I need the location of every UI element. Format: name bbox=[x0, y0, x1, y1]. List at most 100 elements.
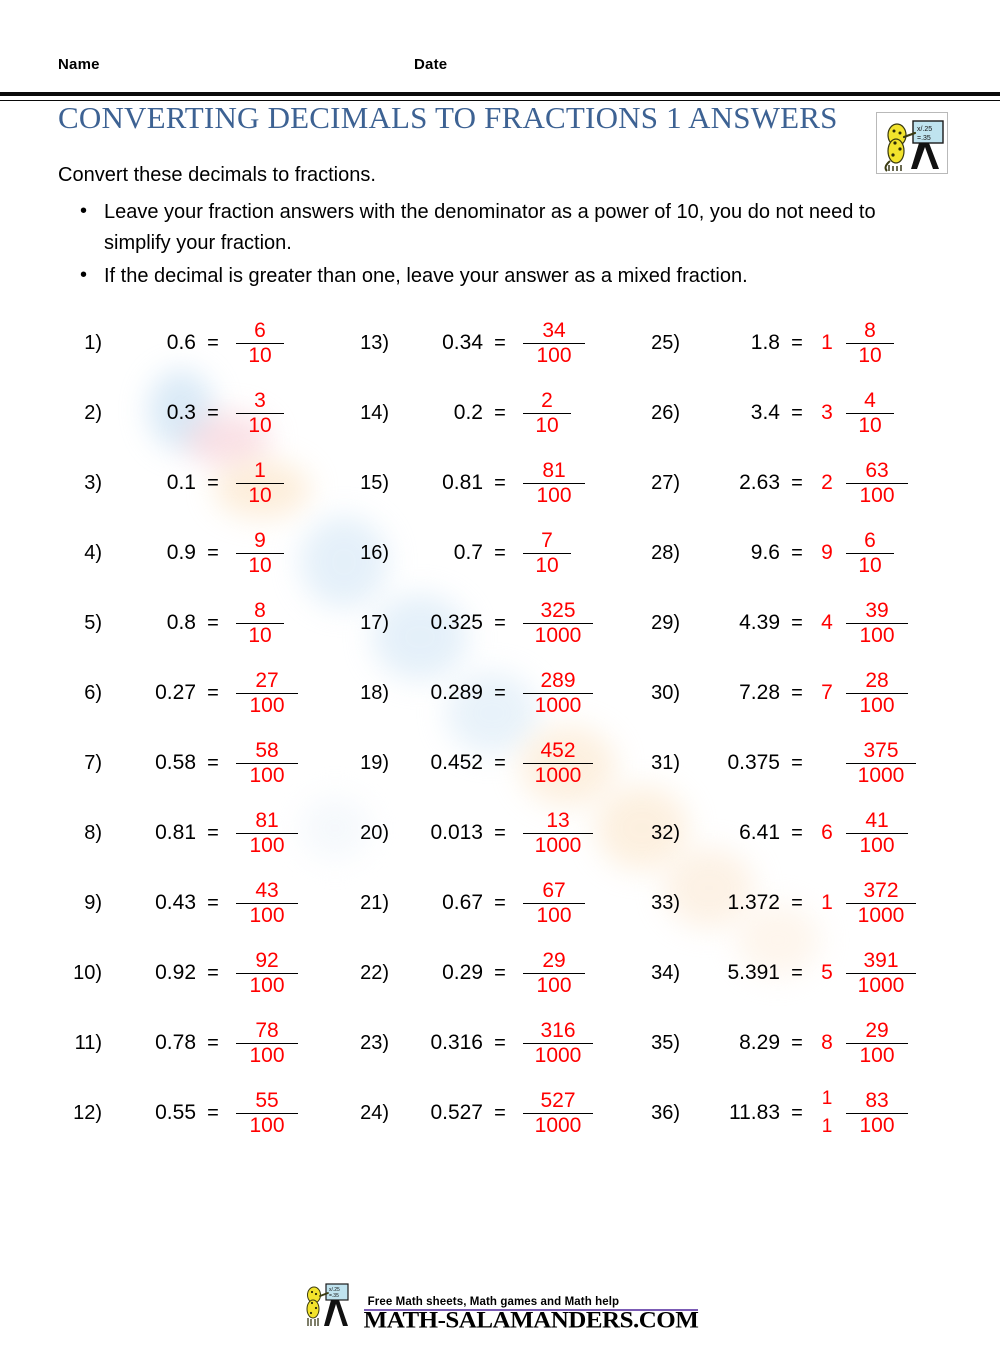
fraction-numerator: 7 bbox=[541, 529, 553, 553]
problem-decimal: 0.34 bbox=[442, 331, 483, 354]
fraction-numerator: 6 bbox=[864, 529, 876, 553]
problem-number: 19) bbox=[360, 751, 389, 774]
answer-fraction: 452 1000 bbox=[523, 740, 593, 786]
problem-number: 7) bbox=[84, 751, 102, 774]
fraction-bar bbox=[523, 412, 571, 414]
date-label: Date bbox=[414, 56, 448, 73]
fraction-bar bbox=[236, 552, 284, 554]
problem-row: 9) 0.43 = 43 100 bbox=[58, 868, 345, 938]
fraction-denominator: 100 bbox=[249, 833, 285, 857]
problem-row: 29) 4.39 = 4 39 100 bbox=[632, 588, 944, 658]
problem-number: 12) bbox=[73, 1101, 102, 1124]
fraction-numerator: 43 bbox=[255, 879, 279, 903]
answer-fraction: 527 1000 bbox=[523, 1090, 593, 1136]
fraction-numerator: 39 bbox=[865, 599, 889, 623]
problem-number: 31) bbox=[651, 751, 680, 774]
fraction-bar bbox=[846, 482, 908, 484]
problem-row: 2) 0.3 = 3 10 bbox=[58, 378, 345, 448]
problem-row: 11) 0.78 = 78 100 bbox=[58, 1008, 345, 1078]
problem-row: 33) 1.372 = 1 372 1000 bbox=[632, 868, 944, 938]
problem-row: 17) 0.325 = 325 1000 bbox=[345, 588, 632, 658]
problem-number: 36) bbox=[651, 1101, 680, 1124]
answer-fraction: 391 1000 bbox=[846, 950, 916, 996]
problem-number: 11) bbox=[74, 1031, 102, 1054]
fraction-bar bbox=[846, 1042, 908, 1044]
answer-whole-number: 3 bbox=[821, 400, 833, 424]
problem-decimal: 0.1 bbox=[166, 471, 196, 494]
problem-number: 5) bbox=[84, 611, 102, 634]
equals-sign: = bbox=[494, 331, 506, 354]
problem-row: 25) 1.8 = 1 8 10 bbox=[632, 308, 944, 378]
equals-sign: = bbox=[207, 541, 219, 564]
equals-sign: = bbox=[494, 961, 506, 984]
fraction-denominator: 10 bbox=[535, 413, 559, 437]
problem-decimal: 3.4 bbox=[750, 401, 780, 424]
math-salamanders-logo-icon: x/.25 =.35 bbox=[876, 112, 948, 174]
fraction-denominator: 100 bbox=[859, 693, 895, 717]
fraction-denominator: 10 bbox=[248, 483, 272, 507]
problem-decimal: 0.81 bbox=[442, 471, 483, 494]
problem-row: 23) 0.316 = 316 1000 bbox=[345, 1008, 632, 1078]
fraction-denominator: 10 bbox=[535, 553, 559, 577]
answer-fraction: 8 10 bbox=[846, 320, 894, 366]
answer-fraction: 6 10 bbox=[846, 530, 894, 576]
equals-sign: = bbox=[791, 331, 803, 354]
answer-fraction: 28 100 bbox=[846, 670, 908, 716]
problem-decimal: 0.3 bbox=[166, 401, 196, 424]
equals-sign: = bbox=[207, 401, 219, 424]
fraction-bar bbox=[846, 1112, 908, 1114]
problem-number: 35) bbox=[651, 1031, 680, 1054]
problem-decimal: 0.325 bbox=[430, 611, 483, 634]
problem-number: 23) bbox=[360, 1031, 389, 1054]
footer-tagline: Free Math sheets, Math games and Math he… bbox=[367, 1296, 620, 1308]
equals-sign: = bbox=[207, 1031, 219, 1054]
svg-text:x/.25: x/.25 bbox=[329, 1287, 340, 1293]
problem-row: 15) 0.81 = 81 100 bbox=[345, 448, 632, 518]
instruction-bullet: If the decimal is greater than one, leav… bbox=[80, 260, 894, 292]
fraction-bar bbox=[236, 1042, 298, 1044]
answer-whole-number: 2 bbox=[821, 470, 833, 494]
problem-row: 10) 0.92 = 92 100 bbox=[58, 938, 345, 1008]
problem-row: 5) 0.8 = 8 10 bbox=[58, 588, 345, 658]
answer-fraction: 13 1000 bbox=[523, 810, 593, 856]
fraction-numerator: 92 bbox=[255, 949, 279, 973]
problem-row: 18) 0.289 = 289 1000 bbox=[345, 658, 632, 728]
equals-sign: = bbox=[494, 401, 506, 424]
answer-fraction: 27 100 bbox=[236, 670, 298, 716]
fraction-bar bbox=[846, 762, 916, 764]
problem-decimal: 0.58 bbox=[155, 751, 196, 774]
problem-row: 14) 0.2 = 2 10 bbox=[345, 378, 632, 448]
fraction-bar bbox=[846, 972, 916, 974]
fraction-numerator: 29 bbox=[542, 949, 566, 973]
answer-fraction: 4 10 bbox=[846, 390, 894, 436]
equals-sign: = bbox=[791, 891, 803, 914]
fraction-denominator: 10 bbox=[248, 553, 272, 577]
fraction-denominator: 100 bbox=[859, 1043, 895, 1067]
fraction-denominator: 100 bbox=[536, 483, 572, 507]
fraction-denominator: 100 bbox=[249, 1113, 285, 1137]
problem-number: 15) bbox=[360, 471, 389, 494]
fraction-denominator: 10 bbox=[858, 343, 882, 367]
answer-fraction: 81 100 bbox=[523, 460, 585, 506]
fraction-numerator: 28 bbox=[865, 669, 889, 693]
equals-sign: = bbox=[791, 961, 803, 984]
fraction-bar bbox=[523, 622, 593, 624]
answer-whole-number: 9 bbox=[821, 540, 833, 564]
fraction-bar bbox=[236, 832, 298, 834]
fraction-bar bbox=[523, 832, 593, 834]
problem-number: 8) bbox=[84, 821, 102, 844]
answer-fraction: 289 1000 bbox=[523, 670, 593, 716]
fraction-bar bbox=[236, 692, 298, 694]
equals-sign: = bbox=[494, 1031, 506, 1054]
problem-row: 8) 0.81 = 81 100 bbox=[58, 798, 345, 868]
answer-fraction: 3 10 bbox=[236, 390, 284, 436]
equals-sign: = bbox=[207, 751, 219, 774]
answer-fraction: 372 1000 bbox=[846, 880, 916, 926]
fraction-denominator: 100 bbox=[536, 343, 572, 367]
fraction-numerator: 9 bbox=[254, 529, 266, 553]
answer-fraction: 63 100 bbox=[846, 460, 908, 506]
answer-fraction: 9 10 bbox=[236, 530, 284, 576]
problem-decimal: 2.63 bbox=[739, 471, 780, 494]
problem-row: 35) 8.29 = 8 29 100 bbox=[632, 1008, 944, 1078]
problem-row: 6) 0.27 = 27 100 bbox=[58, 658, 345, 728]
